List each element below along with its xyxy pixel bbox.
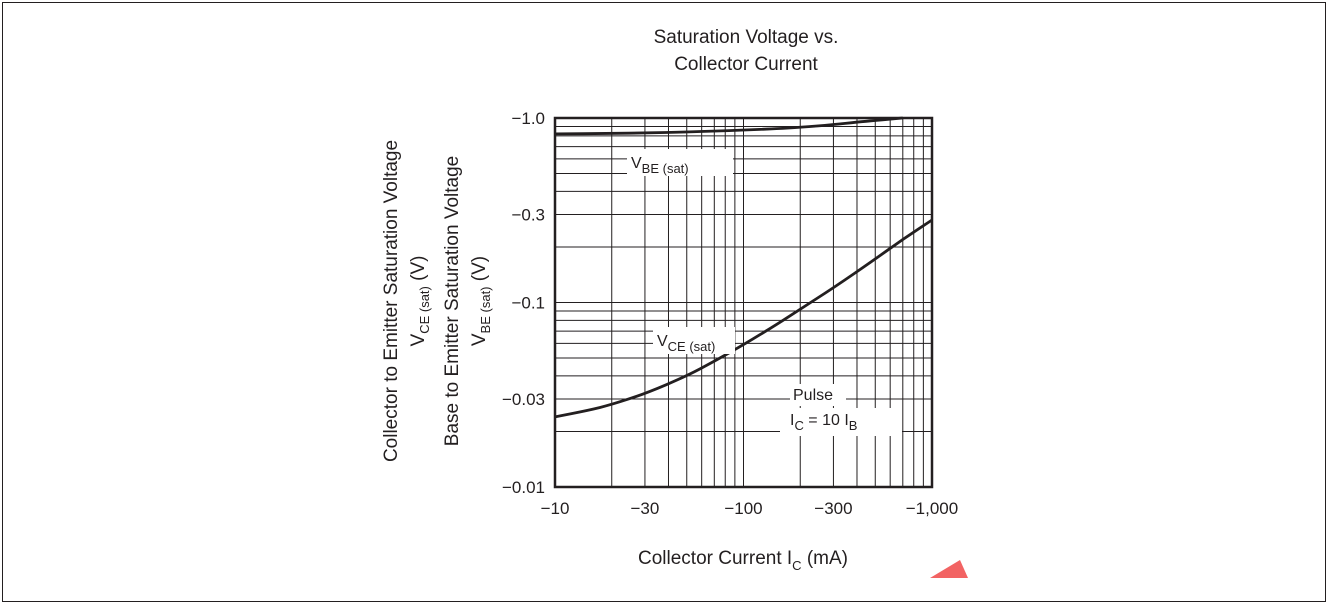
red-corner-mark [930, 560, 968, 578]
annotation-condition: IC = 10 IB [790, 412, 857, 433]
grid-lines [555, 118, 932, 487]
y-axis-label-besat-description: Base to Emitter Saturation Voltage [442, 156, 463, 446]
vce-label-box [653, 327, 735, 354]
tick-labels: −10 −30 −100 −300 −1,000 −1.0 −0.3 −0.1 −0.03 −0.… [502, 109, 958, 518]
series-line-vbe-sat [554, 116, 903, 136]
x-tick-label: −1,000 [906, 499, 958, 518]
chart-title-line-1: Saturation Voltage vs. [654, 27, 839, 48]
condition-label-box [780, 408, 902, 436]
x-axis-label: Collector Current IC (mA) [638, 548, 848, 573]
y-tick-label: −0.03 [502, 390, 545, 409]
x-tick-label: −10 [541, 499, 570, 518]
x-tick-label: −100 [724, 499, 762, 518]
y-tick-label: −0.01 [502, 478, 545, 497]
vbe-label-box [627, 149, 733, 176]
plot-border [553, 116, 934, 489]
x-tick-label: −30 [631, 499, 660, 518]
y-axis-label-besat-symbol: VBE (sat) (V) [469, 256, 493, 346]
x-tick-label: −300 [814, 499, 852, 518]
annotation-pulse: Pulse [793, 387, 833, 404]
pulse-label-box [790, 384, 846, 406]
series-label-vbe: VBE (sat) [631, 155, 689, 176]
series-label-vce: VCE (sat) [657, 333, 715, 354]
y-tick-label: −0.3 [511, 205, 545, 224]
y-tick-label: −0.1 [511, 294, 545, 313]
y-axis-label-cesat-symbol: VCE (sat) (V) [408, 256, 432, 347]
y-axis-label-cesat-description: Collector to Emitter Saturation Voltage [381, 140, 402, 462]
y-tick-label: −1.0 [511, 109, 545, 128]
chart-title-line-2: Collector Current [674, 54, 818, 75]
